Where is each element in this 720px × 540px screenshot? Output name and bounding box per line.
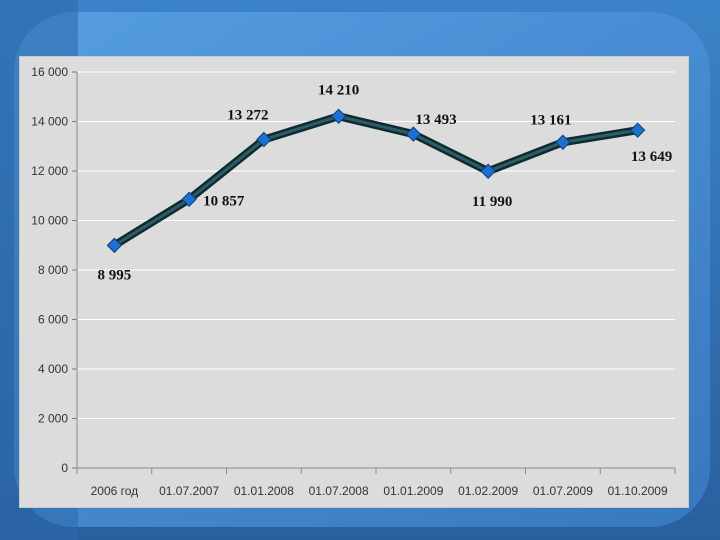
data-label: 13 161 (530, 112, 571, 128)
data-label: 13 649 (631, 149, 672, 165)
x-tick-label: 01.07.2007 (159, 484, 219, 498)
data-point-marker (555, 134, 571, 150)
data-point-marker (480, 163, 496, 179)
data-label: 14 210 (318, 82, 359, 98)
data-point-marker (405, 126, 422, 142)
data-point-marker (181, 191, 197, 207)
y-tick-label: 16 000 (31, 65, 68, 79)
data-point-marker (106, 237, 123, 254)
x-tick-label: 01.07.2008 (309, 484, 369, 498)
y-tick-label: 2 000 (38, 412, 68, 426)
data-markers (106, 108, 646, 254)
x-tick-label: 01.01.2008 (234, 484, 294, 498)
x-tick-label: 01.10.2009 (608, 484, 668, 498)
data-point-marker (256, 131, 272, 148)
y-tick-label: 14 000 (31, 115, 68, 129)
y-tick-label: 8 000 (38, 263, 68, 277)
data-point-marker (330, 108, 347, 125)
y-tick-label: 4 000 (38, 362, 68, 376)
series-line-outline (110, 112, 642, 250)
data-label: 13 493 (415, 112, 456, 128)
x-tick-label: 01.07.2009 (533, 484, 593, 498)
y-tick-label: 6 000 (38, 313, 68, 327)
data-labels: 8 995 10 857 13 272 14 210 13 493 11 990 13 16… (98, 82, 673, 283)
x-tick-label: 2006 год (91, 484, 139, 498)
x-tick-label: 01.01.2009 (383, 484, 443, 498)
chart-panel (20, 57, 688, 507)
data-label: 8 995 (98, 267, 132, 283)
series-line-highlight (112, 114, 640, 247)
axes (72, 71, 676, 474)
y-tick-labels: 0 2 000 4 000 6 000 8 000 10 000 12 000 14 000 1… (31, 65, 68, 475)
gridlines (77, 71, 675, 419)
y-tick-label: 10 000 (31, 214, 68, 228)
series-line (110, 112, 642, 250)
data-label: 11 990 (472, 194, 512, 210)
y-tick-label: 12 000 (31, 164, 68, 178)
data-label: 13 272 (227, 108, 268, 124)
y-tick-label: 0 (61, 461, 68, 475)
x-tick-labels: 2006 год 01.07.2007 01.01.2008 01.07.2008 01… (91, 484, 668, 498)
data-label: 10 857 (203, 193, 245, 209)
x-tick-label: 01.02.2009 (458, 484, 518, 498)
data-point-marker (629, 122, 646, 138)
